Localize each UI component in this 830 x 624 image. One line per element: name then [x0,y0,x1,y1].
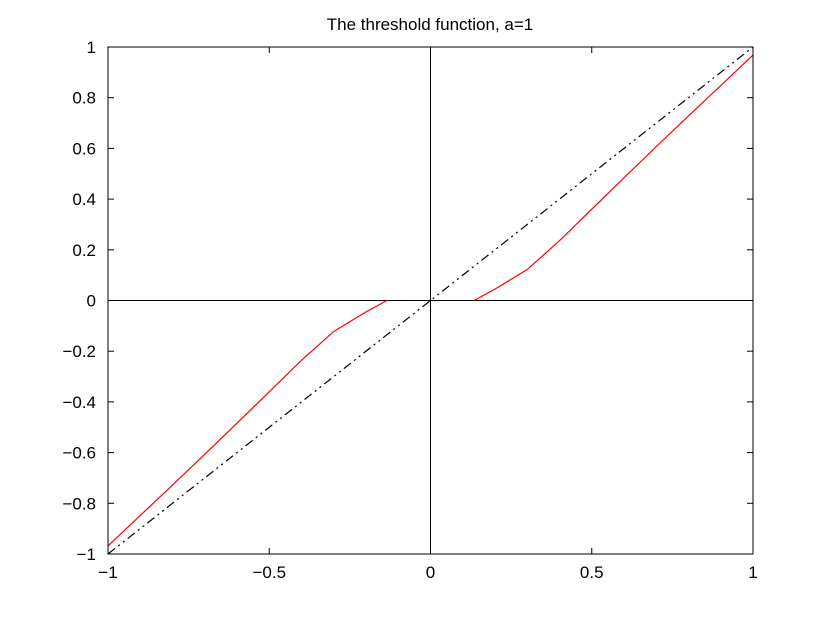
y-tick-label: 0.6 [72,139,96,158]
x-tick-label: 1 [748,563,757,582]
x-tick-label: 0.5 [580,563,604,582]
chart-title: The threshold function, a=1 [327,15,534,34]
y-tick-label: −0.2 [62,342,96,361]
y-tick-label: −1 [77,545,96,564]
y-tick-label: 1 [87,38,96,57]
threshold-curve-segment-2 [473,54,754,302]
x-tick-label: −0.5 [252,563,286,582]
y-tick-label: −0.4 [62,393,96,412]
threshold-curve-segment-1 [107,299,388,547]
x-tick-label: −1 [98,563,117,582]
identity-line [107,46,754,555]
y-tick-label: 0.8 [72,89,96,108]
y-tick-label: 0.4 [72,190,96,209]
x-tick-label: 0 [426,563,435,582]
y-tick-label: −0.6 [62,444,96,463]
y-tick-label: 0 [87,292,96,311]
y-tick-label: 0.2 [72,241,96,260]
y-tick-label: −0.8 [62,494,96,513]
